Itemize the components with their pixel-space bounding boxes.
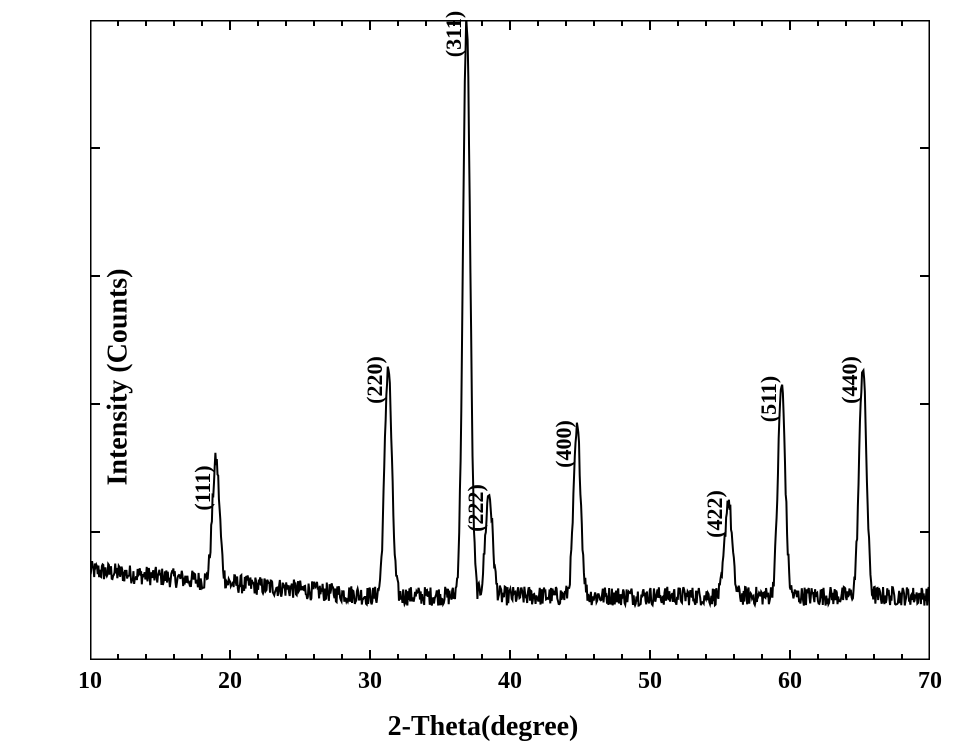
x-axis-label: 2-Theta(degree)	[388, 711, 579, 743]
peak-label: (422)	[702, 490, 728, 538]
plot-frame	[90, 20, 930, 660]
peak-label: (111)	[190, 466, 216, 511]
peak-label: (440)	[837, 356, 863, 404]
x-tick-label: 20	[218, 668, 242, 695]
x-tick-label: 30	[358, 668, 382, 695]
xrd-data-line	[90, 20, 930, 606]
xrd-chart: Intensity (Counts) 2-Theta(degree) 10203…	[0, 0, 966, 753]
plot-area	[90, 20, 930, 660]
peak-label: (220)	[362, 356, 388, 404]
x-tick-label: 70	[918, 668, 942, 695]
x-tick-label: 60	[778, 668, 802, 695]
x-tick-label: 40	[498, 668, 522, 695]
peak-label: (222)	[463, 484, 489, 532]
x-tick-label: 10	[78, 668, 102, 695]
peak-label: (311)	[441, 11, 467, 57]
x-tick-label: 50	[638, 668, 662, 695]
peak-label: (511)	[756, 376, 782, 422]
peak-label: (400)	[551, 420, 577, 468]
